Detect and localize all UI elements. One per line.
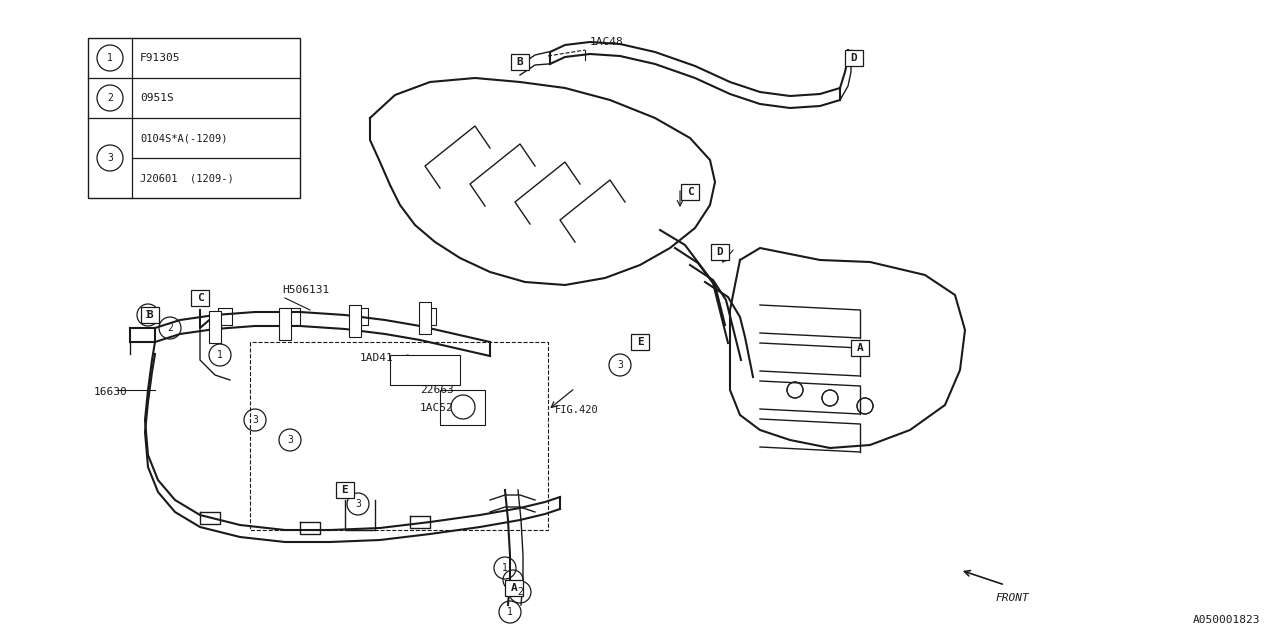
Bar (349, 305, 361, 337)
Text: 1: 1 (145, 310, 151, 320)
Bar (419, 302, 431, 334)
Text: A: A (856, 343, 864, 353)
Text: 1: 1 (507, 607, 513, 617)
Text: 1: 1 (502, 563, 508, 573)
Bar (506, 580, 524, 596)
Text: F91305: F91305 (140, 53, 180, 63)
Bar (390, 355, 460, 385)
Bar (440, 390, 485, 425)
Text: C: C (686, 187, 694, 197)
Bar (88, 38, 300, 198)
Text: D: D (851, 53, 858, 63)
Bar (209, 311, 221, 343)
Text: 22663: 22663 (420, 385, 453, 395)
Bar (851, 340, 869, 356)
Text: 1: 1 (108, 53, 113, 63)
Text: 1AC48: 1AC48 (590, 37, 623, 47)
Text: J20601  (1209-): J20601 (1209-) (140, 173, 234, 183)
Text: 3: 3 (108, 153, 113, 163)
Bar (191, 290, 209, 306)
Text: B: B (517, 57, 524, 67)
Text: 0104S*A(-1209): 0104S*A(-1209) (140, 133, 228, 143)
Bar (511, 54, 529, 70)
Bar (710, 244, 730, 260)
Text: A: A (511, 583, 517, 593)
Text: 1AD41: 1AD41 (360, 353, 394, 363)
Text: 2: 2 (108, 93, 113, 103)
Text: 3: 3 (617, 360, 623, 370)
Text: 3: 3 (355, 499, 361, 509)
Text: 2: 2 (168, 323, 173, 333)
Text: 3: 3 (252, 415, 259, 425)
Text: FIG.420: FIG.420 (556, 405, 599, 415)
Text: A050001823: A050001823 (1193, 615, 1260, 625)
Text: C: C (197, 293, 204, 303)
Text: B: B (147, 310, 154, 320)
Text: E: E (342, 485, 348, 495)
Text: 1: 1 (218, 350, 223, 360)
Text: 0951S: 0951S (140, 93, 174, 103)
Text: H506131: H506131 (282, 285, 329, 295)
Text: FRONT: FRONT (995, 593, 1029, 603)
Bar (335, 482, 355, 498)
Bar (631, 334, 649, 350)
Text: 16630: 16630 (93, 387, 128, 397)
Bar (845, 50, 863, 66)
Bar (279, 308, 291, 340)
Text: 2: 2 (517, 587, 524, 597)
Text: 3: 3 (287, 435, 293, 445)
Bar (681, 184, 699, 200)
Text: D: D (717, 247, 723, 257)
Text: E: E (636, 337, 644, 347)
Bar (141, 307, 159, 323)
Text: 1AC52: 1AC52 (420, 403, 453, 413)
